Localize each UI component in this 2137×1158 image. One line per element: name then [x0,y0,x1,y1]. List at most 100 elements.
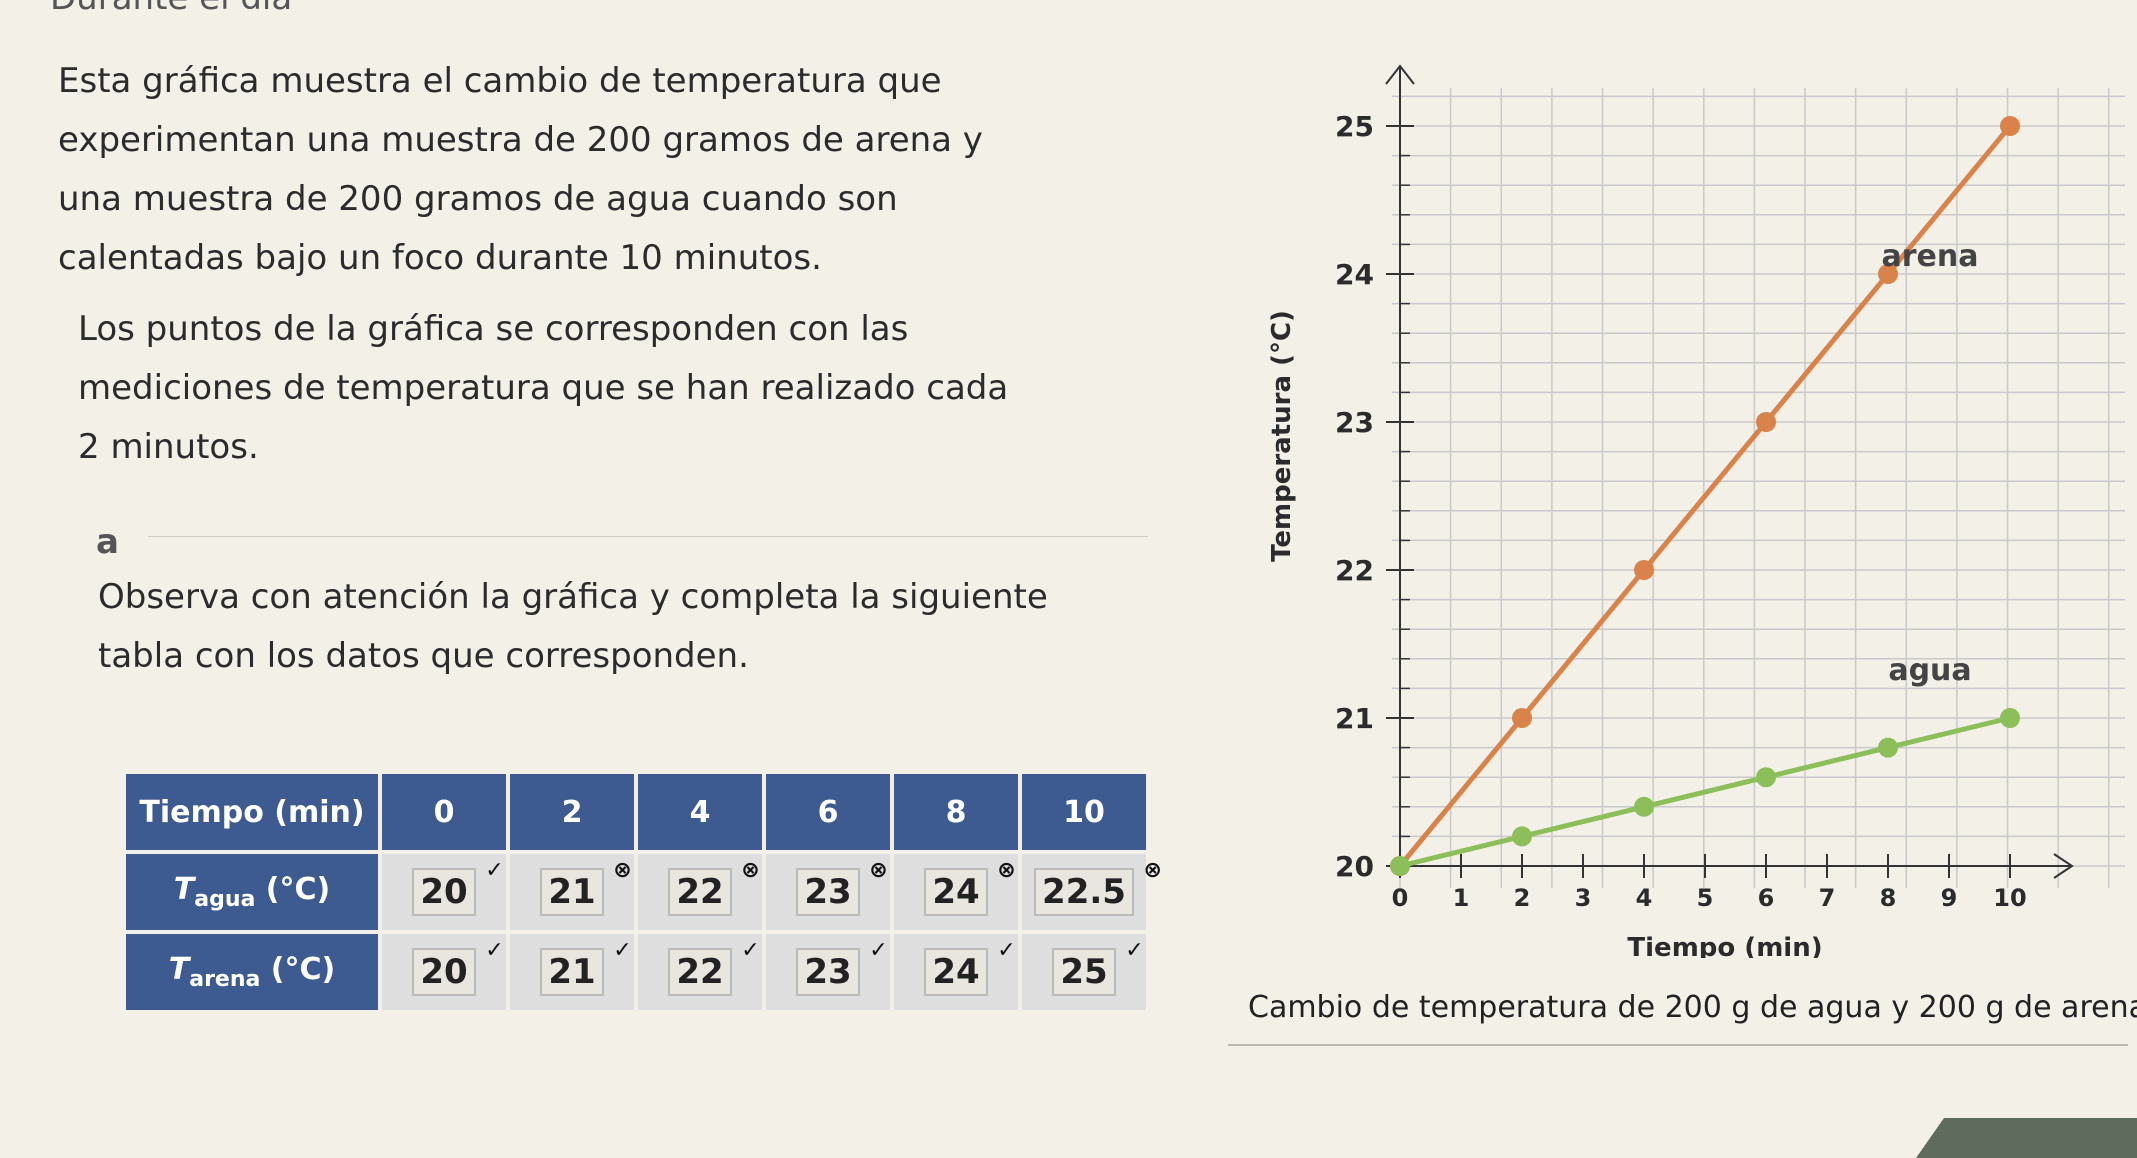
data-point-agua [1634,796,1654,817]
check-icon: ✓ [869,938,888,963]
chart-caption: Cambio de temperatura de 200 g de agua y… [1248,990,2137,1025]
series-label-arena: arena [1882,239,1979,274]
data-table: Tiempo (min) 0 2 4 6 8 10 Tagua (°C) 20 ✓… [122,770,1162,1014]
answer-box: 25 ✓ [1052,938,1144,996]
table-row-arena: Tarena (°C) 20 ✓ 21 ✓ 22 ✓ 23 ✓ 24 ✓ 25 ✓ [122,930,1150,1014]
series-label-agua: agua [1888,653,1971,688]
instruction-line: Observa con atención la gráfica y comple… [98,577,1048,617]
x-tick-label: 10 [1993,884,2026,912]
answer-box: 23 ⊗ [796,858,888,916]
answer-box: 24 ⊗ [924,858,1016,916]
y-tick-label: 20 [1335,850,1374,883]
row-label-subscript: agua [194,887,256,912]
time-header-cell: 6 [762,770,894,854]
agua-cell[interactable]: 23 ⊗ [762,850,894,934]
time-header-cell: 0 [378,770,510,854]
x-tick-label: 6 [1758,884,1775,912]
arena-row-header: Tarena (°C) [122,930,382,1014]
y-tick-label: 22 [1335,554,1374,587]
x-tick-label: 5 [1697,884,1714,912]
y-tick-label: 25 [1335,110,1374,143]
x-tick-label: 7 [1819,884,1836,912]
time-header-cell: 10 [1018,770,1150,854]
desk-edge-shape [1915,1118,2137,1158]
row-label-unit: (°C) [255,872,331,907]
answer-box: 23 ✓ [796,938,888,996]
data-point-arena [1756,412,1776,432]
answer-box: 21 ⊗ [540,858,632,916]
answer-value: 23 [804,872,852,912]
row-label-symbol: T [173,872,195,907]
arena-cell[interactable]: 22 ✓ [634,930,766,1014]
agua-cell[interactable]: 22 ⊗ [634,850,766,934]
data-point-agua [1512,826,1532,847]
part-divider [148,536,1148,537]
x-tick-label: 0 [1392,884,1409,912]
intro-paragraph: Esta gráfica muestra el cambio de temper… [58,52,983,288]
answer-value: 24 [932,872,980,912]
y-tick-label: 21 [1335,702,1374,735]
points-line: mediciones de temperatura que se han rea… [78,368,1009,408]
agua-cell[interactable]: 20 ✓ [378,850,510,934]
section-heading-cut: Durante el día [50,0,292,18]
answer-value: 22 [676,952,724,992]
answer-box: 21 ✓ [540,938,632,996]
points-paragraph: Los puntos de la gráfica se corresponden… [78,300,1008,477]
data-point-agua [1878,737,1898,758]
time-header-cell: 4 [634,770,766,854]
x-tick-label: 9 [1941,884,1958,912]
answer-box: 20 ✓ [412,938,504,996]
check-icon: ✓ [485,858,504,883]
cross-circle-icon: ⊗ [869,858,888,883]
x-tick-label: 8 [1880,884,1897,912]
y-tick-label: 24 [1335,258,1374,291]
intro-line: experimentan una muestra de 200 gramos d… [58,120,983,160]
arena-cell[interactable]: 25 ✓ [1018,930,1150,1014]
answer-box: 22 ✓ [668,938,760,996]
answer-box: 22 ⊗ [668,858,760,916]
answer-value: 25 [1060,952,1108,992]
y-axis-label: Temperatura (°C) [1267,310,1297,562]
series-line-agua [1399,715,2011,869]
row-label-subscript: arena [189,967,261,992]
arena-cell[interactable]: 21 ✓ [506,930,638,1014]
agua-cell[interactable]: 21 ⊗ [506,850,638,934]
answer-value: 20 [420,872,468,912]
x-tick-label: 3 [1575,884,1592,912]
data-point-agua [2000,708,2020,728]
check-icon: ✓ [485,938,504,963]
intro-line: Esta gráfica muestra el cambio de temper… [58,61,942,101]
x-tick-label: 1 [1453,884,1470,912]
data-point-arena [1878,264,1898,284]
instruction-line: tabla con los datos que corresponden. [98,636,749,676]
y-axis-arrow-icon [1385,64,1415,85]
answer-box: 24 ✓ [924,938,1016,996]
answer-value: 23 [804,952,852,992]
time-header-cell: 2 [506,770,638,854]
intro-line: una muestra de 200 gramos de agua cuando… [58,179,898,219]
agua-cell[interactable]: 22.5 ⊗ [1018,850,1162,934]
arena-cell[interactable]: 24 ✓ [890,930,1022,1014]
cross-circle-icon: ⊗ [1143,858,1162,883]
answer-value: 21 [548,872,596,912]
data-point-arena [1634,560,1654,580]
data-point-agua [1756,767,1776,788]
intro-line: calentadas bajo un foco durante 10 minut… [58,238,822,278]
data-point-arena [2000,116,2020,136]
answer-value: 20 [420,952,468,992]
x-tick-label: 2 [1514,884,1531,912]
agua-cell[interactable]: 24 ⊗ [890,850,1022,934]
row-label-symbol: T [168,952,190,987]
x-axis-label: Tiempo (min) [1627,933,1822,958]
arena-cell[interactable]: 23 ✓ [762,930,894,1014]
points-line: Los puntos de la gráfica se corresponden… [78,309,909,349]
time-header-cell: 8 [890,770,1022,854]
arena-cell[interactable]: 20 ✓ [378,930,510,1014]
cross-circle-icon: ⊗ [741,858,760,883]
x-axis-arrow-icon [2053,853,2074,879]
answer-box: 20 ✓ [412,858,504,916]
part-label: a [96,522,119,562]
check-icon: ✓ [613,938,632,963]
table-row-agua: Tagua (°C) 20 ✓ 21 ⊗ 22 ⊗ 23 ⊗ 24 ⊗ 22.5 ⊗ [122,850,1162,934]
